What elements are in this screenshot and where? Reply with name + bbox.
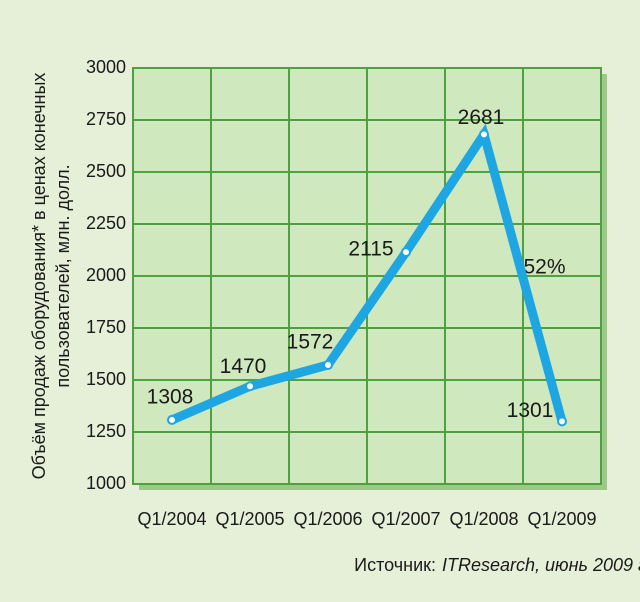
point (167, 414, 177, 425)
y-tick-label: 1500 (86, 369, 126, 389)
y-tick-label: 1750 (86, 317, 126, 337)
data-label: 1470 (220, 355, 267, 378)
x-tick-label: Q1/2004 (137, 509, 206, 529)
y-tick-label: 3000 (86, 57, 126, 77)
y-tick-label: 2250 (86, 213, 126, 233)
y-axis-label: пользователей, млн. долл. (53, 164, 73, 387)
point (245, 381, 255, 392)
source-text: ITResearch, июнь 2009 г. (442, 555, 640, 575)
y-tick-label: 1000 (86, 473, 126, 493)
y-tick-label: 2000 (86, 265, 126, 285)
point (557, 416, 567, 427)
x-tick-label: Q1/2007 (371, 509, 440, 529)
x-tick-label: Q1/2006 (293, 509, 362, 529)
data-label: 1308 (147, 385, 194, 408)
data-label: 2115 (348, 238, 393, 261)
y-tick-label: 2500 (86, 161, 126, 181)
x-tick-label: Q1/2009 (527, 509, 596, 529)
y-tick-label: 1250 (86, 421, 126, 441)
point (323, 360, 333, 371)
point (479, 129, 489, 140)
annotation: -52% (516, 256, 565, 279)
line (170, 123, 567, 425)
data-label: 1572 (287, 331, 334, 354)
data-label: 2681 (458, 106, 505, 129)
source-label: Источник: (354, 555, 436, 575)
y-tick-label: 2750 (86, 109, 126, 129)
data-label: 1301 (507, 399, 554, 422)
y-axis-label: Объём продаж оборудования* в ценах конеч… (29, 73, 49, 480)
x-tick-label: Q1/2005 (215, 509, 284, 529)
x-tick-label: Q1/2008 (449, 509, 518, 529)
point (401, 247, 411, 258)
